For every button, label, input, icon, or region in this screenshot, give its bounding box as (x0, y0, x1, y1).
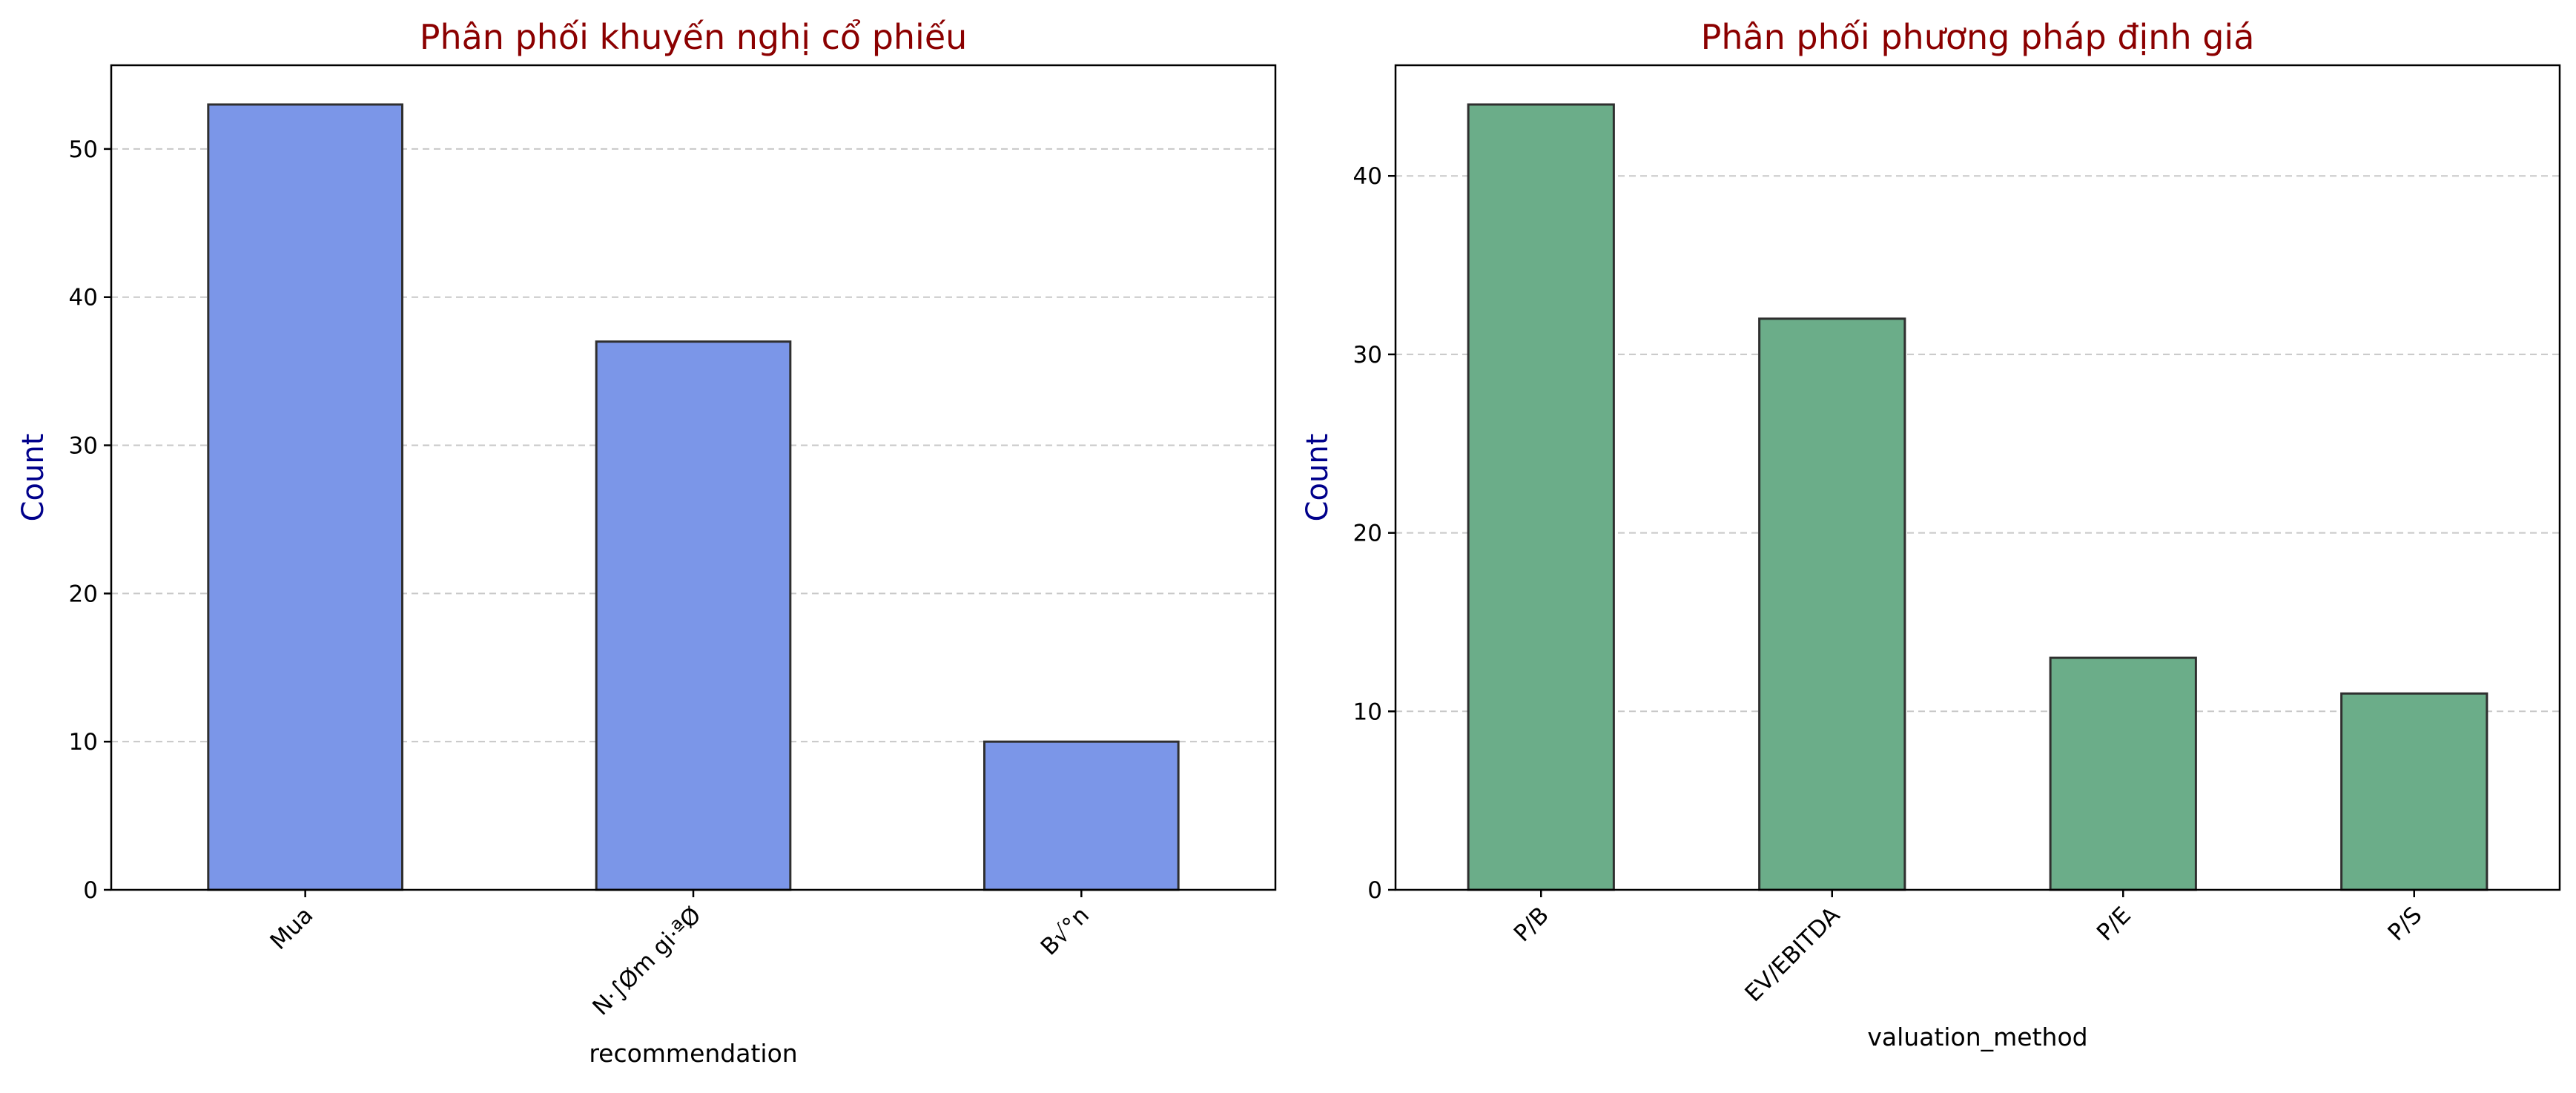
x-axis-label: valuation_method (1867, 1023, 2087, 1051)
x-tick-label: P/S (2382, 902, 2427, 946)
chart-valuation-method: 0 10 20 30 40 P/B EV/EBITDA P/E P/S Phân phối phư… (1301, 17, 2561, 1051)
chart-recommendation: 0 10 20 30 40 50 Mua N·∫Øm gi·ªØ B√°n Phân phối k… (16, 17, 1277, 1068)
y-tick-label: 30 (69, 433, 98, 460)
bar-val-2 (1758, 317, 1906, 891)
bar-rec-2 (595, 340, 792, 891)
y-tick-label: 20 (1353, 521, 1382, 547)
bar-val-4 (2340, 692, 2489, 891)
x-tick-label: N·∫Øm gi·ªØ (587, 902, 706, 1020)
y-tick-label: 0 (1367, 877, 1382, 904)
y-tick-label: 20 (69, 581, 98, 607)
x-axis-label: recommendation (589, 1039, 797, 1068)
bar-rec-1 (207, 103, 403, 891)
y-tick-label: 40 (69, 285, 98, 311)
chart-title: Phân phối phương pháp định giá (1701, 17, 2255, 57)
y-tick-label: 30 (1353, 342, 1382, 369)
y-tick-label: 40 (1353, 163, 1382, 190)
y-tick-label: 10 (1353, 699, 1382, 725)
x-tick-label: EV/EBITDA (1740, 902, 1845, 1007)
x-tick-label: B√°n (1036, 902, 1094, 960)
plot-frame (1394, 64, 2561, 891)
bar-val-1 (1467, 103, 1615, 891)
bar-val-3 (2049, 656, 2197, 891)
y-axis-label: Count (1301, 434, 1335, 522)
chart-title: Phân phối khuyến nghị cổ phiếu (420, 17, 968, 57)
bar-rec-3 (983, 740, 1180, 891)
y-tick-label: 0 (83, 877, 98, 904)
x-tick-label: P/E (2092, 902, 2136, 946)
x-tick-label: Mua (265, 902, 319, 955)
y-tick-label: 50 (69, 136, 98, 163)
y-tick-label: 10 (69, 729, 98, 756)
y-axis-label: Count (16, 434, 50, 522)
x-tick-label: P/B (1509, 902, 1554, 947)
